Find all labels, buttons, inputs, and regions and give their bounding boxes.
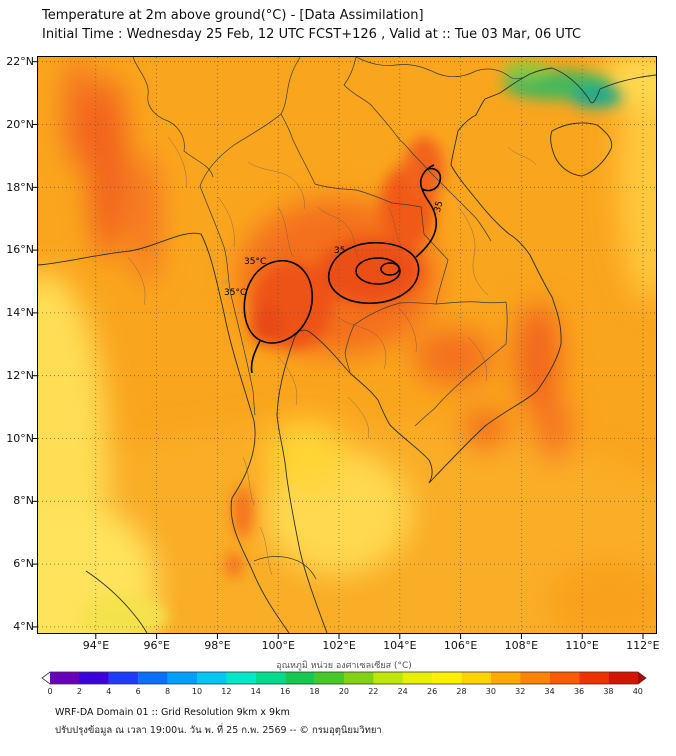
temperature-field bbox=[38, 57, 656, 633]
national-borders bbox=[132, 57, 531, 580]
y-tick-label: 4°N bbox=[13, 619, 34, 633]
x-tick-label: 94°E bbox=[82, 639, 110, 652]
x-tick-label: 100°E bbox=[261, 639, 296, 652]
colorbar-tick: 20 bbox=[338, 687, 349, 696]
colorbar-tick: 0 bbox=[47, 687, 53, 696]
contour-label: 35 bbox=[433, 200, 446, 214]
y-tick-label: 6°N bbox=[13, 557, 34, 571]
x-tick-label: 98°E bbox=[204, 639, 231, 652]
colorbar-tick: 22 bbox=[368, 687, 379, 696]
axis-ticks bbox=[32, 61, 644, 639]
update-info-line: ปรับปรุงข้อมูล ณ เวลา 19:00น. วัน พ. ที่… bbox=[55, 725, 382, 736]
contour-label: 35°C bbox=[244, 257, 266, 267]
domain-info-line: WRF-DA Domain 01 :: Grid Resolution 9km … bbox=[55, 707, 290, 718]
x-tick-label: 102°E bbox=[322, 639, 356, 652]
x-tick-label: 96°E bbox=[143, 639, 170, 652]
x-tick-label: 108°E bbox=[504, 639, 539, 652]
colorbar-tick: 26 bbox=[426, 687, 438, 696]
y-tick-label: 14°N bbox=[6, 306, 34, 320]
coastlines bbox=[38, 67, 656, 633]
colorbar-tick: 36 bbox=[573, 687, 585, 696]
colorbar-tick: 4 bbox=[106, 687, 112, 696]
x-axis-labels: 94°E 96°E 98°E 100°E 102°E 104°E 106°E 1… bbox=[74, 639, 665, 652]
contour-label: 35°C bbox=[224, 288, 246, 298]
y-tick-label: 16°N bbox=[6, 243, 34, 257]
x-tick-label: 104°E bbox=[383, 639, 417, 652]
colorbar-tick: 34 bbox=[544, 687, 555, 696]
colorbar-tick: 10 bbox=[191, 687, 203, 696]
x-tick-label: 110°E bbox=[565, 639, 599, 652]
map-subtitle: Initial Time : Wednesday 25 Feb, 12 UTC … bbox=[42, 27, 582, 42]
colorbar-tick-labels: 0 2 4 6 8 10 12 14 16 18 20 22 24 26 28 … bbox=[42, 687, 646, 696]
colorbar-tick: 32 bbox=[515, 687, 526, 696]
colorbar-tick: 28 bbox=[456, 687, 467, 696]
temperature-contours bbox=[243, 164, 442, 374]
contour-labels: 35°C 35°C 35 35 bbox=[224, 200, 445, 298]
colorbar-tick: 30 bbox=[485, 687, 496, 696]
x-tick-label: 112°E bbox=[626, 639, 660, 652]
colorbar-tick: 12 bbox=[221, 687, 232, 696]
grid-lines bbox=[38, 57, 656, 633]
map-title: Temperature at 2m above ground(°C) - [Da… bbox=[42, 8, 424, 23]
colorbar-right-arrow bbox=[638, 672, 646, 684]
colorbar-tick: 14 bbox=[250, 687, 261, 696]
map-canvas: 35°C 35°C 35 35 bbox=[32, 57, 656, 639]
y-axis-labels: 22°N 20°N 18°N 16°N 14°N 12°N 10°N 8°N 6… bbox=[2, 54, 34, 635]
colorbar-title: อุณหภูมิ หน่วย องศาเซลเซียส (°C) bbox=[276, 661, 412, 671]
y-tick-label: 18°N bbox=[6, 180, 34, 194]
colorbar-tick: 16 bbox=[280, 687, 291, 696]
provincial-borders bbox=[127, 136, 537, 576]
y-tick-label: 10°N bbox=[6, 431, 34, 445]
header: Temperature at 2m above ground(°C) - [Da… bbox=[42, 6, 581, 44]
y-tick-label: 12°N bbox=[6, 368, 34, 382]
y-tick-label: 8°N bbox=[13, 494, 34, 508]
colorbar-tick: 38 bbox=[603, 687, 614, 696]
colorbar-tick: 8 bbox=[165, 687, 171, 696]
colorbar-tick: 40 bbox=[632, 687, 643, 696]
colorbar-tick: 18 bbox=[309, 687, 320, 696]
colorbar-tick: 2 bbox=[76, 687, 82, 696]
x-tick-label: 106°E bbox=[443, 639, 478, 652]
colorbar-tick: 6 bbox=[135, 687, 141, 696]
y-tick-label: 22°N bbox=[6, 55, 34, 68]
colorbar-left-arrow bbox=[42, 672, 50, 684]
colorbar-outline bbox=[41, 671, 647, 685]
colorbar bbox=[41, 671, 647, 685]
y-tick-label: 20°N bbox=[6, 117, 34, 131]
colorbar-tick: 24 bbox=[397, 687, 408, 696]
map-plot: 35°C 35°C 35 35 bbox=[32, 56, 657, 639]
contour-label: 35 bbox=[334, 246, 345, 256]
